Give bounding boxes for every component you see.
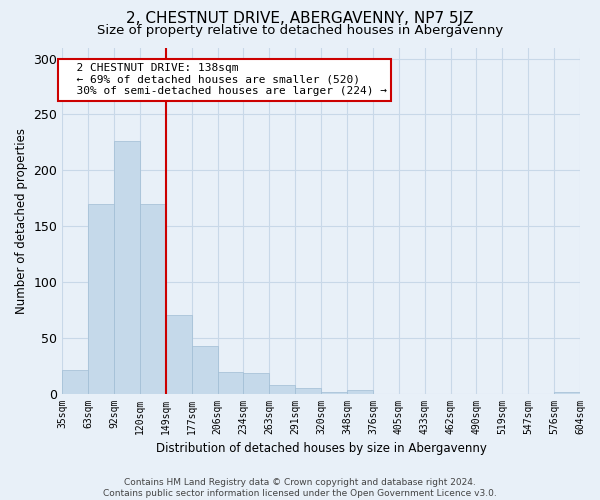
Bar <box>140 204 166 394</box>
Bar <box>88 204 114 394</box>
Text: Contains HM Land Registry data © Crown copyright and database right 2024.
Contai: Contains HM Land Registry data © Crown c… <box>103 478 497 498</box>
Bar <box>192 346 218 394</box>
Bar <box>554 392 580 394</box>
Bar <box>269 384 295 394</box>
Text: Size of property relative to detached houses in Abergavenny: Size of property relative to detached ho… <box>97 24 503 37</box>
Y-axis label: Number of detached properties: Number of detached properties <box>15 128 28 314</box>
Bar <box>114 142 140 394</box>
Bar <box>62 370 88 394</box>
Bar <box>321 392 347 394</box>
Bar <box>218 372 244 394</box>
Bar <box>166 316 192 394</box>
Bar <box>347 390 373 394</box>
Bar <box>295 388 321 394</box>
Text: 2, CHESTNUT DRIVE, ABERGAVENNY, NP7 5JZ: 2, CHESTNUT DRIVE, ABERGAVENNY, NP7 5JZ <box>126 11 474 26</box>
Bar <box>244 374 269 394</box>
X-axis label: Distribution of detached houses by size in Abergavenny: Distribution of detached houses by size … <box>156 442 487 455</box>
Text: 2 CHESTNUT DRIVE: 138sqm
  ← 69% of detached houses are smaller (520)
  30% of s: 2 CHESTNUT DRIVE: 138sqm ← 69% of detach… <box>63 63 387 96</box>
